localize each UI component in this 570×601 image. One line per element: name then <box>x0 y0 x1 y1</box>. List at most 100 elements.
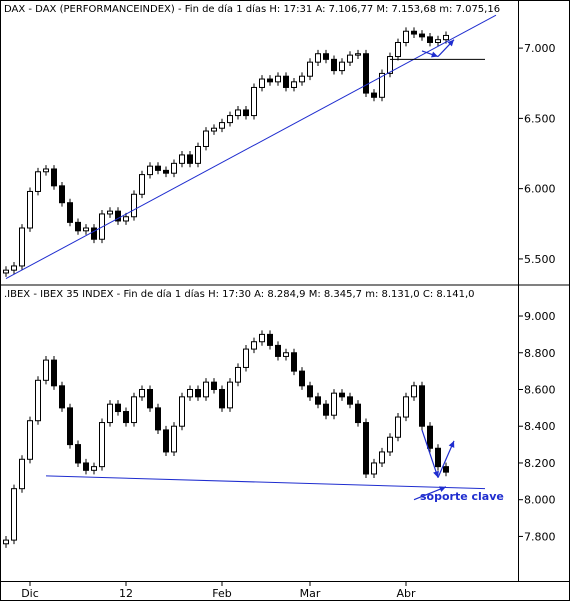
candle-up <box>19 458 25 490</box>
x-tick-label: Abr <box>396 587 416 600</box>
candle-down <box>195 388 201 398</box>
candle-up <box>203 130 209 147</box>
candle-up <box>35 379 41 422</box>
ibex-header: .IBEX - IBEX 35 INDEX - Fin de día 1 día… <box>4 288 475 300</box>
candle-down <box>419 385 425 427</box>
candle-down <box>355 403 361 424</box>
candle-down <box>443 466 449 473</box>
candle-down <box>163 429 169 453</box>
candle-up <box>19 227 25 267</box>
candle-down <box>51 359 57 387</box>
candle-up <box>43 359 49 381</box>
candle-up <box>315 53 321 63</box>
candle-down <box>187 154 193 164</box>
candle-up <box>123 216 129 222</box>
candle-up <box>83 227 89 232</box>
candle-up <box>395 41 401 58</box>
candle-down <box>291 352 297 372</box>
candle-down <box>347 396 353 405</box>
candle-up <box>443 34 449 41</box>
arrow-shaft <box>421 429 439 478</box>
x-tick-label: Dic <box>21 587 39 600</box>
candle-down <box>163 169 169 174</box>
candle-up <box>171 162 177 174</box>
candle-up <box>227 381 233 409</box>
y-tick-label: 8.400 <box>524 420 556 433</box>
candle-down <box>91 227 97 240</box>
y-tick-label: 9.000 <box>524 310 556 323</box>
candle-down <box>267 333 273 346</box>
candle-down <box>315 396 321 405</box>
candle-down <box>275 344 281 357</box>
candle-up <box>435 39 441 43</box>
candle-down <box>427 36 433 43</box>
y-tick-label: 7.800 <box>524 530 556 543</box>
candle-down <box>323 53 329 60</box>
candle-down <box>307 385 313 398</box>
dax-header: DAX - DAX (PERFORMANCEINDEX) - Fin de dí… <box>4 3 500 15</box>
candle-down <box>75 444 81 464</box>
x-tick-label: Feb <box>212 587 231 600</box>
candle-up <box>235 366 241 383</box>
candle-up <box>107 210 113 215</box>
support-annotation: soporte clave <box>420 490 504 503</box>
y-tick-label: 5.500 <box>524 253 556 266</box>
candle-up <box>235 109 241 117</box>
y-tick-label: 6.000 <box>524 183 556 196</box>
candle-up <box>243 348 249 368</box>
candle-down <box>419 33 425 38</box>
candle-down <box>363 422 369 475</box>
candle-up <box>43 168 49 173</box>
candle-up <box>179 154 185 164</box>
candle-up <box>283 352 289 357</box>
candle-up <box>131 193 137 218</box>
candle-up <box>299 75 305 83</box>
candle-down <box>59 185 65 204</box>
ibex-panel: 9.000 8.800 8.600 8.400 8.200 8.000 7.800 <box>3 310 556 548</box>
candle-up <box>387 56 393 74</box>
candle-up <box>219 122 225 129</box>
candle-down <box>427 425 433 449</box>
candle-up <box>171 425 177 453</box>
candle-up <box>331 392 337 416</box>
arrow-head <box>433 470 439 478</box>
candle-up <box>139 174 145 195</box>
y-tick-label: 8.000 <box>524 494 556 507</box>
candle-up <box>3 539 9 545</box>
y-tick-label: 8.800 <box>524 347 556 360</box>
candle-up <box>379 72 385 98</box>
candle-up <box>195 145 201 164</box>
candle-up <box>251 86 257 117</box>
candle-up <box>99 422 105 468</box>
candle-down <box>83 462 89 471</box>
candle-down <box>299 370 305 387</box>
candle-down <box>147 388 153 409</box>
candle-up <box>291 81 297 88</box>
candle-up <box>11 265 17 271</box>
candle-up <box>35 171 41 192</box>
candle-up <box>179 396 185 427</box>
candle-up <box>259 333 265 343</box>
candle-down <box>339 392 345 398</box>
arrow-shaft <box>437 440 455 478</box>
x-axis: Dic 12 Feb Mar Abr <box>21 581 416 600</box>
candle-up <box>211 127 217 132</box>
candle-down <box>51 168 57 187</box>
candle-down <box>219 388 225 409</box>
candle-down <box>267 78 273 83</box>
candle-up <box>403 30 409 43</box>
x-tick-label: 12 <box>119 587 133 600</box>
candle-down <box>59 385 65 409</box>
candle-up <box>131 396 137 424</box>
y-tick-label: 7.000 <box>524 42 556 55</box>
candle-down <box>243 109 249 117</box>
candle-up <box>379 451 385 464</box>
y-tick-label: 6.500 <box>524 112 556 125</box>
candle-down <box>115 210 121 222</box>
candle-down <box>75 221 81 232</box>
candle-up <box>27 190 33 229</box>
candle-down <box>411 30 417 35</box>
candle-down <box>435 447 441 468</box>
candle-down <box>371 92 377 98</box>
